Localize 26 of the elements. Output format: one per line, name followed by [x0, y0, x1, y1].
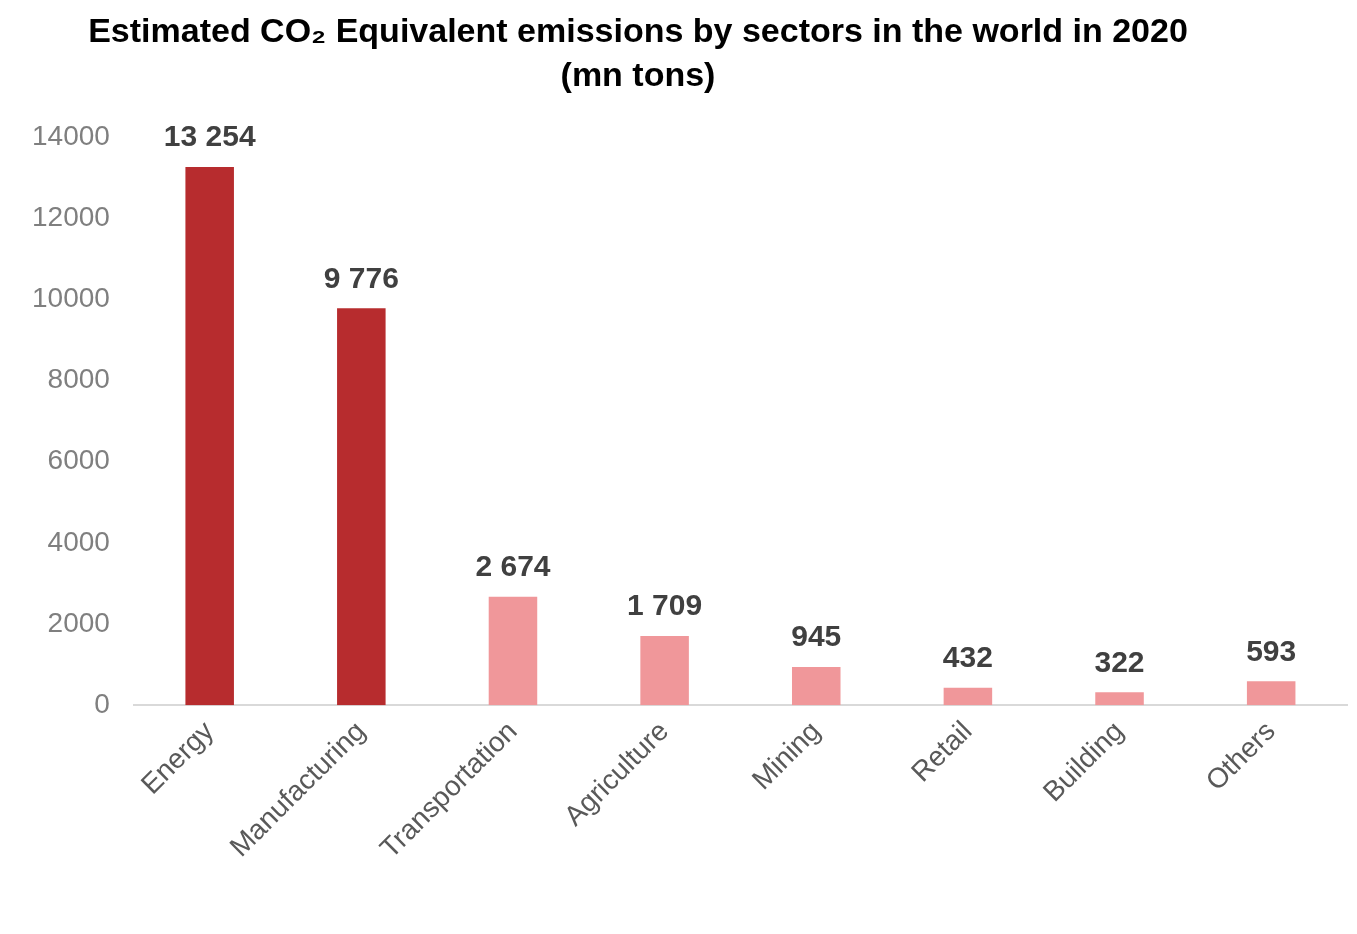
bar — [1246, 681, 1296, 706]
y-tick-label: 0 — [94, 688, 110, 720]
chart-title: Estimated CO₂ Equivalent emissions by sectors in the world in 2020 — [87, 10, 1189, 51]
chart-subtitle: (mn tons) — [559, 54, 717, 95]
data-label: 1 709 — [627, 588, 703, 622]
bar — [488, 596, 538, 706]
y-tick-label: 14000 — [31, 119, 110, 151]
y-tick-label: 8000 — [47, 363, 110, 395]
data-label: 2 674 — [475, 549, 551, 582]
bar — [185, 167, 234, 706]
y-tick-label: 2000 — [47, 606, 110, 638]
bar — [943, 687, 993, 706]
y-tick-label: 4000 — [47, 525, 110, 557]
data-label: 945 — [791, 619, 842, 653]
data-label: 593 — [1246, 633, 1297, 667]
data-label: 322 — [1094, 644, 1145, 678]
y-tick-label: 6000 — [47, 444, 110, 476]
data-label: 13 254 — [163, 119, 256, 153]
data-label: 9 776 — [323, 260, 399, 294]
y-tick-label: 12000 — [31, 200, 110, 232]
bar — [640, 635, 689, 706]
bar — [791, 666, 841, 706]
data-label: 432 — [942, 640, 993, 674]
bar — [337, 308, 386, 706]
y-tick-label: 10000 — [31, 281, 110, 313]
bar — [1095, 692, 1144, 706]
